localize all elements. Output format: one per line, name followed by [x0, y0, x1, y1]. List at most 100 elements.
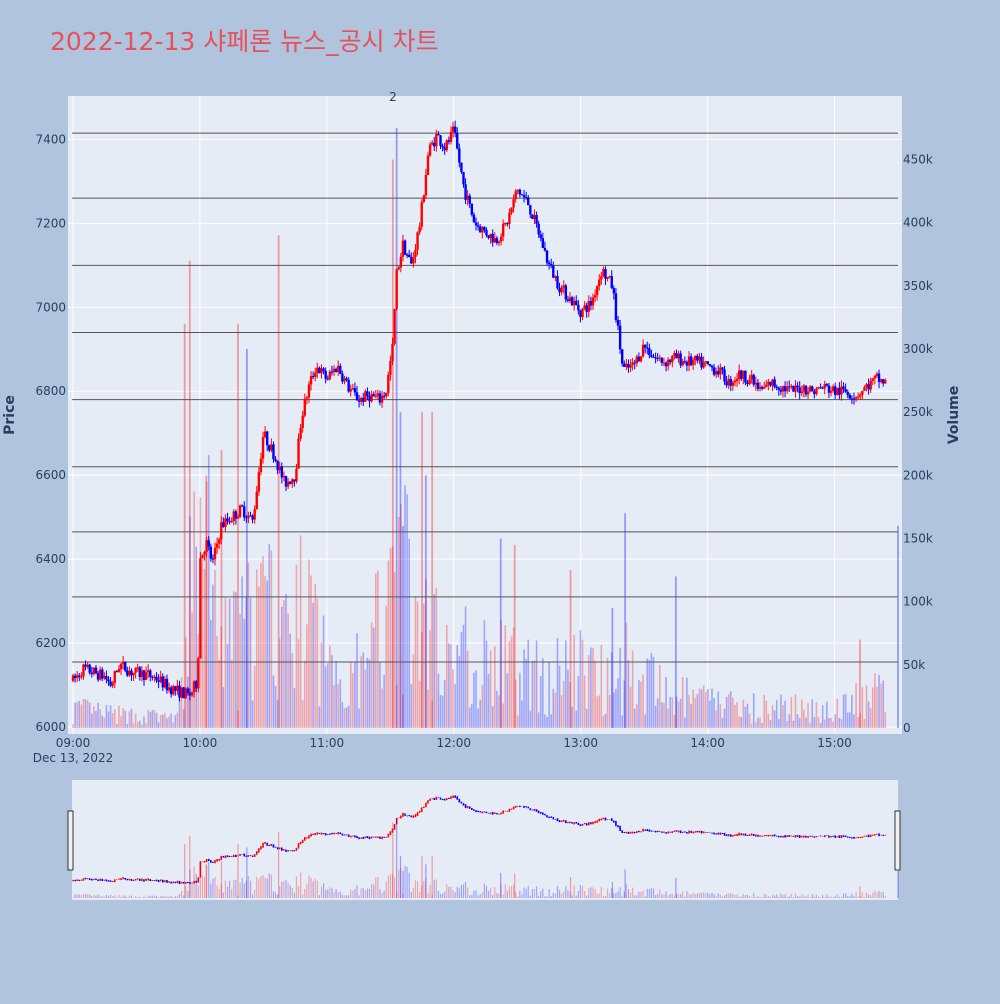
navigator-volume-bar [707, 893, 708, 898]
candle-body [577, 305, 579, 311]
navigator-volume-bar [465, 882, 466, 898]
candle-body [283, 476, 285, 477]
navigator-volume-bar [528, 886, 529, 898]
navigator-volume-bar [732, 894, 733, 898]
volume-spike-bar [278, 235, 280, 728]
volume-spike-bar [500, 539, 502, 728]
y-right-tick-label: 400k [903, 216, 933, 230]
navigator-volume-bar [784, 894, 785, 898]
volume-bar [692, 690, 694, 728]
candle-body [375, 396, 377, 397]
candle-body [86, 665, 88, 667]
candle-body [329, 372, 331, 379]
navigator-handle-right[interactable] [895, 811, 900, 870]
navigator-volume-bar [881, 892, 882, 898]
volume-bar [152, 710, 154, 728]
navigator-volume-bar [853, 896, 854, 898]
volume-bar [628, 660, 630, 728]
navigator-volume-bar [223, 893, 224, 898]
navigator-volume-bar [799, 897, 800, 898]
navigator-volume-bar [310, 878, 311, 898]
candle-body [863, 387, 865, 391]
volume-bar [126, 724, 128, 728]
volume-bar [212, 585, 214, 728]
navigator-volume-bar [379, 889, 380, 898]
candle-body [552, 266, 554, 278]
navigator-volume-bar [571, 895, 572, 898]
navigator-volume-bar [789, 896, 790, 898]
volume-bar [621, 715, 623, 728]
candle-body [364, 391, 366, 401]
candle-body [287, 482, 289, 487]
navigator-volume-bar [864, 897, 865, 898]
navigator-volume-bar [757, 897, 758, 898]
volume-bar [786, 721, 788, 728]
candle-body [291, 479, 293, 483]
y-right-tick-label: 300k [903, 342, 933, 356]
volume-bar [793, 721, 795, 728]
navigator-volume-bar [344, 895, 345, 898]
navigator-handle-left[interactable] [68, 811, 73, 870]
volume-bar [749, 714, 751, 728]
volume-bar [360, 656, 362, 728]
volume-bar [383, 675, 385, 728]
volume-bar [488, 674, 490, 728]
volume-bar [294, 688, 296, 728]
volume-bar [674, 715, 676, 728]
volume-bar [331, 655, 333, 728]
candle-body [483, 227, 485, 230]
volume-bar [227, 644, 229, 728]
navigator-volume-bar [659, 890, 660, 898]
candle-body [757, 383, 759, 389]
navigator-volume-bar [229, 881, 230, 898]
navigator-volume-bar [181, 891, 182, 898]
volume-bar [738, 716, 740, 728]
navigator-volume-bar [411, 892, 412, 898]
navigator-volume-bar [582, 886, 583, 898]
candle-body [838, 388, 840, 395]
volume-bar [266, 581, 268, 728]
volume-spike-bar [221, 450, 223, 728]
volume-bar [181, 677, 183, 728]
volume-bar [367, 658, 369, 728]
navigator-volume-bar [770, 897, 771, 898]
volume-bar [85, 699, 87, 728]
navigator-volume-bar [713, 894, 714, 898]
candle-body [157, 680, 159, 682]
volume-bar [258, 587, 260, 728]
volume-bar [728, 694, 730, 728]
navigator-volume-bar [594, 889, 595, 898]
candle-body [709, 364, 711, 366]
volume-bar [356, 633, 358, 728]
candle-body [448, 140, 450, 142]
candle-body [191, 692, 193, 696]
navigator-volume-bar [97, 895, 98, 898]
navigator-volume-bar [536, 886, 537, 898]
navigator-volume-bar [793, 897, 794, 898]
navigator-volume-bar [287, 883, 288, 898]
y-right-tick-label: 150k [903, 532, 933, 546]
volume-spike-bar [859, 640, 861, 728]
candle-body [233, 511, 235, 521]
candle-body [565, 285, 567, 299]
candle-body [817, 387, 819, 388]
candle-body [398, 267, 400, 269]
candle-body [826, 384, 828, 385]
navigator-volume-bar [233, 880, 234, 898]
volume-bar [133, 723, 135, 728]
candle-body [767, 382, 769, 385]
candle-body [705, 361, 707, 362]
volume-bar [114, 709, 116, 728]
navigator-volume-bar [444, 892, 445, 898]
volume-bar [74, 703, 76, 728]
volume-bar [260, 563, 262, 728]
navigator-volume-bar [143, 896, 144, 898]
navigator-volume-bar [166, 897, 167, 898]
volume-bar [104, 718, 106, 728]
navigator-volume-bar [578, 891, 579, 898]
volume-bar [158, 722, 160, 728]
candle-body [590, 301, 592, 306]
volume-bar [484, 620, 486, 728]
volume-bar [83, 699, 85, 728]
candle-body [377, 393, 379, 396]
